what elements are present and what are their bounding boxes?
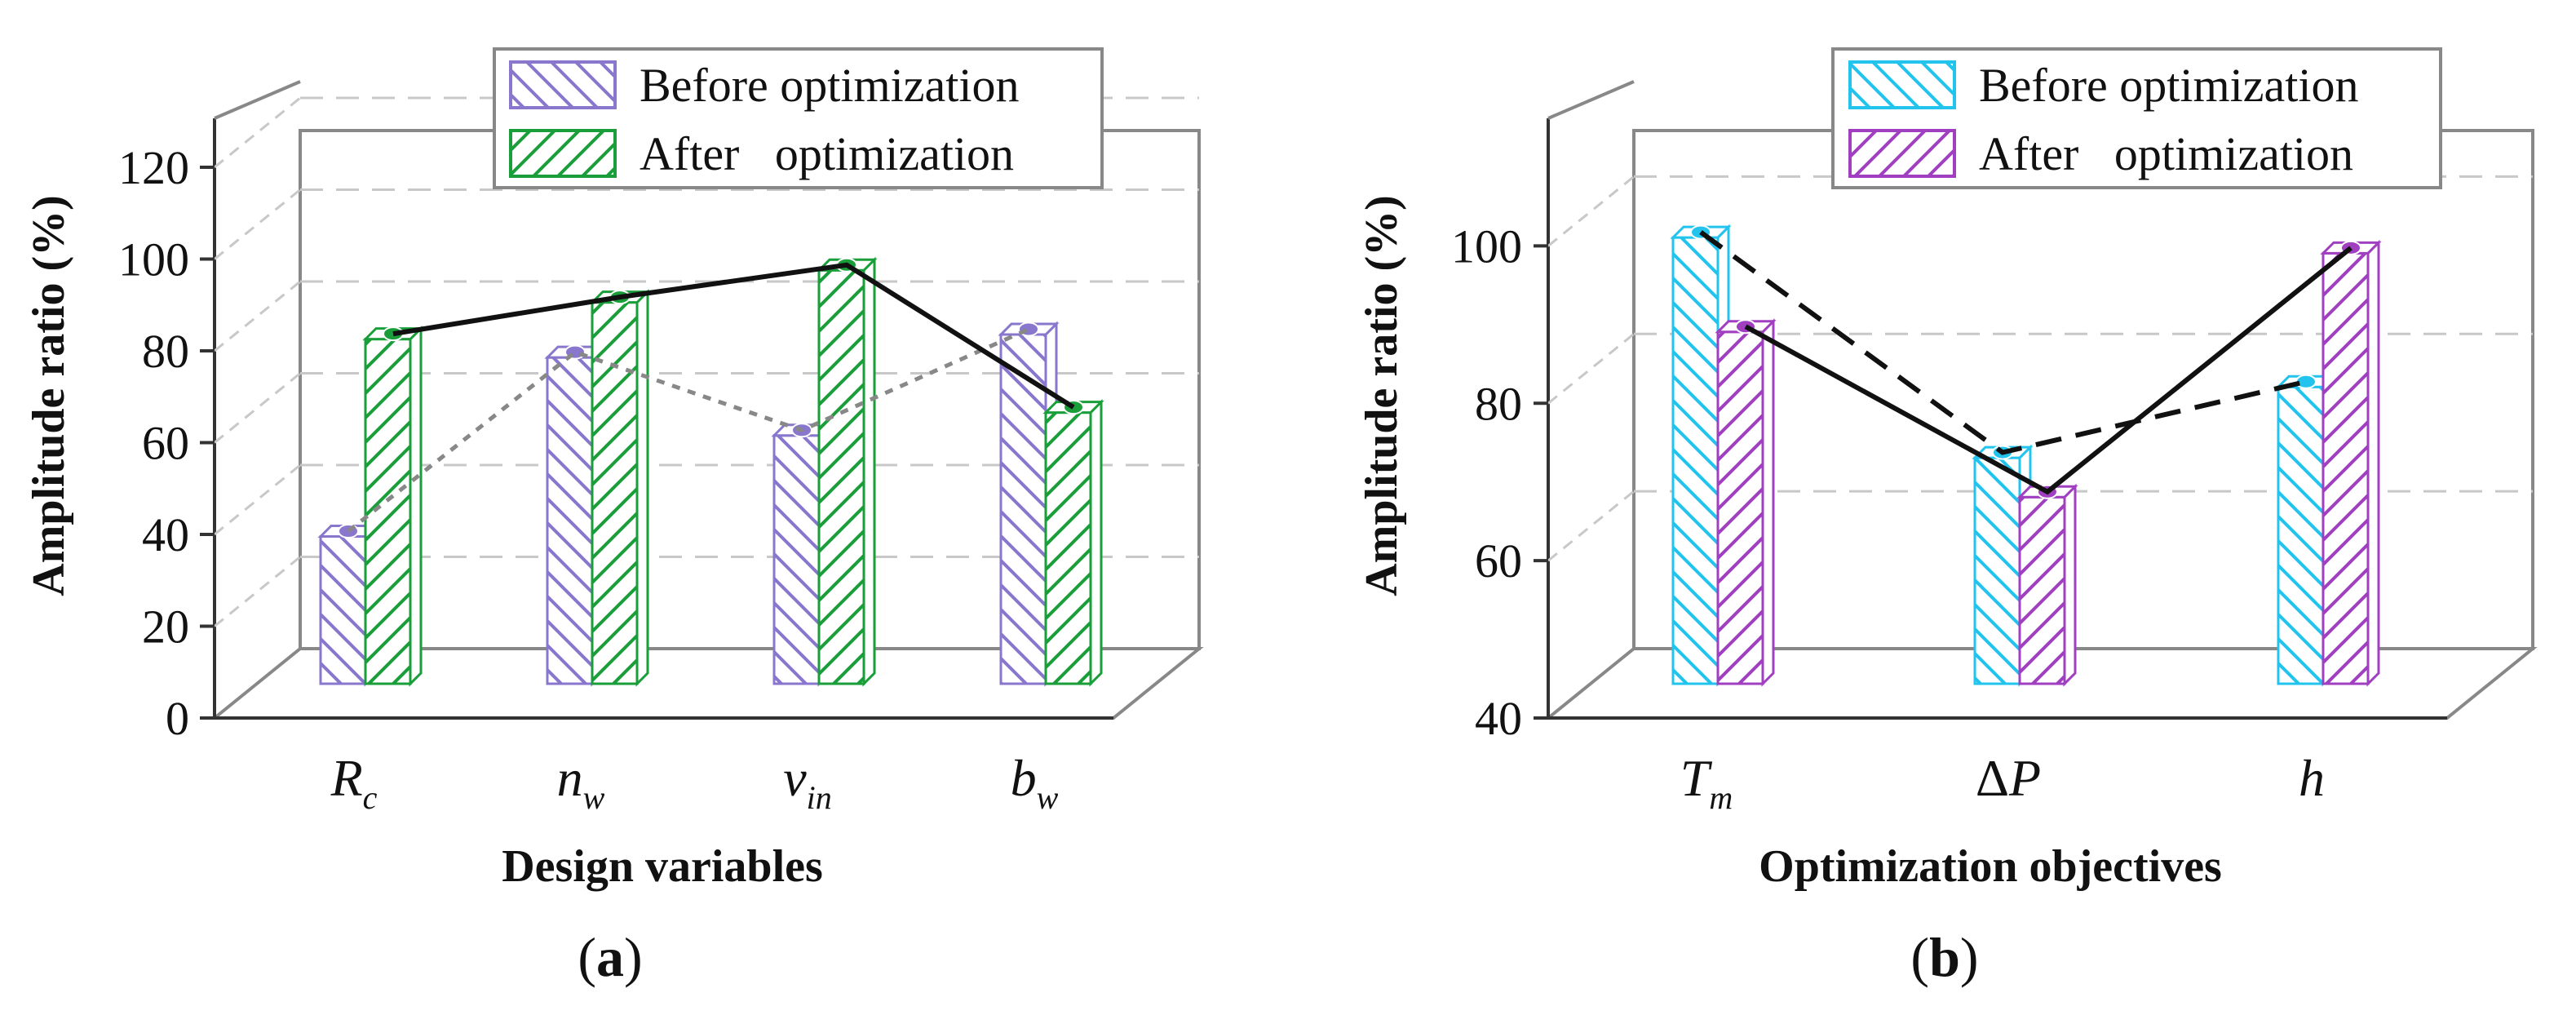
bar-before	[1671, 236, 1720, 685]
x-axis-label: Design variables	[502, 841, 823, 892]
gridline	[214, 556, 301, 627]
y-tick-label: 100	[1451, 219, 1522, 273]
connector-before	[1699, 230, 2307, 455]
x-category-label: bw	[1011, 749, 1059, 816]
bar-after	[2018, 495, 2066, 685]
y-tick-label: 100	[118, 233, 189, 286]
legend-swatch-before	[1848, 60, 1956, 109]
x-category-label: h	[2299, 749, 2325, 807]
y-axis-label: Amplitude ratio (%)	[24, 195, 74, 596]
bar-before	[999, 333, 1047, 685]
y-ticks: 0 20 40 60 80 100 120	[118, 141, 215, 745]
connector-before	[347, 327, 1030, 533]
bar-after	[1044, 411, 1092, 685]
bar-after	[1716, 330, 1764, 685]
panel-label-b: (b)	[1910, 926, 1978, 988]
legend: Before optimization After optimization	[1831, 47, 2442, 189]
bar-side-face	[1761, 318, 1775, 687]
left-wall-edge	[214, 80, 301, 120]
bar-side-face	[862, 256, 876, 687]
legend-label-after: After optimization	[1979, 127, 2353, 180]
panel-letter: a	[596, 926, 624, 988]
bar-before	[2277, 385, 2325, 685]
gridline	[214, 463, 301, 536]
panel-label-a: (a)	[578, 926, 642, 988]
gridline	[214, 188, 301, 260]
gridline	[214, 280, 301, 352]
chart-panel-a: 0 20 40 60 80 100 120 Rc nw vin bw Amplitude rati…	[24, 47, 1204, 988]
legend-swatch-after	[509, 129, 617, 178]
chart-panel-b: 40 60 80 100 Tm ΔP h Amplitude ratio (%) Opti…	[1357, 47, 2538, 988]
connector-lines	[1699, 230, 2352, 495]
y-tick-label: 80	[1475, 377, 1522, 430]
legend-label-before: Before optimization	[1979, 59, 2358, 112]
x-category-labels: Tm ΔP h	[1680, 749, 2325, 816]
connector-after	[392, 262, 1075, 410]
y-tick-label: 40	[142, 508, 189, 561]
gridline	[1547, 490, 1635, 562]
y-tick-label: 80	[142, 325, 189, 378]
legend-label-after: After optimization	[640, 127, 1014, 180]
legend-swatch-before	[509, 60, 617, 109]
x-category-label: ΔP	[1976, 749, 2041, 807]
connector-lines	[347, 262, 1075, 533]
y-tick-label: 0	[166, 692, 189, 745]
gridline	[214, 96, 301, 169]
y-tick-label: 20	[142, 601, 189, 654]
x-category-labels: Rc nw vin bw	[330, 749, 1059, 816]
x-axis-label: Optimization objectives	[1759, 841, 2222, 892]
bar-before	[319, 535, 367, 685]
bar-before	[1973, 456, 2021, 685]
bar-after	[2321, 251, 2370, 685]
y-tick-label: 60	[142, 417, 189, 470]
legend-label-before: Before optimization	[640, 59, 1019, 112]
bar-side-face	[2063, 483, 2077, 687]
y-tick-label: 120	[118, 141, 189, 194]
y-ticks: 40 60 80 100	[1451, 219, 1548, 745]
y-tick-label: 60	[1475, 534, 1522, 587]
gridline	[1547, 333, 1635, 405]
bar-side-face	[1089, 399, 1103, 687]
bar-before	[546, 356, 594, 685]
gridline	[1547, 175, 1635, 247]
x-category-label: vin	[783, 749, 832, 816]
left-wall-edge	[1547, 80, 1635, 120]
bar-after	[817, 268, 865, 685]
connector-after	[1744, 246, 2352, 495]
y-tick-label: 40	[1475, 692, 1522, 745]
legend: Before optimization After optimization	[493, 47, 1104, 189]
bar-before	[772, 434, 821, 685]
bar-side-face	[409, 326, 423, 687]
bar-after	[364, 338, 412, 685]
x-category-label: nw	[557, 749, 605, 816]
x-category-label: Tm	[1680, 749, 1733, 816]
bars	[317, 256, 1104, 687]
y-axis-label: Amplitude ratio (%)	[1357, 195, 1407, 596]
bar-side-face	[635, 289, 649, 687]
panel-letter: b	[1929, 926, 1960, 988]
bars	[1670, 224, 2382, 687]
gridline	[214, 372, 301, 444]
x-category-label: Rc	[330, 749, 378, 816]
legend-swatch-after	[1848, 129, 1956, 178]
bar-side-face	[2366, 239, 2380, 687]
